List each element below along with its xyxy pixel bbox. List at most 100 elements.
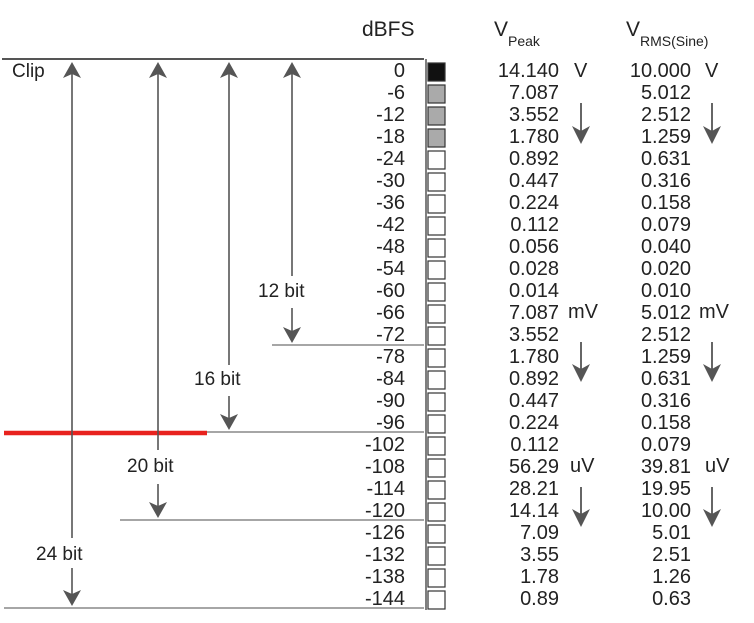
vpeak-value: 14.14 xyxy=(508,500,559,522)
meter-segment xyxy=(427,458,446,478)
dbfs-value: -138 xyxy=(364,566,405,588)
vrms-value: 0.158 xyxy=(640,192,691,214)
vrms-value: 0.010 xyxy=(640,280,691,302)
vrms-value: 19.95 xyxy=(640,478,691,500)
dbfs-value: -132 xyxy=(364,544,405,566)
vpeak-value: 0.892 xyxy=(508,368,559,390)
vpeak-value: 1.78 xyxy=(520,566,559,588)
vrms-value: 0.020 xyxy=(640,258,691,280)
peak-unit-microvolts: uV xyxy=(570,455,595,477)
meter-segment xyxy=(427,546,446,566)
table-row: -120 14.14 10.00 xyxy=(0,501,754,522)
meter-segment xyxy=(427,260,446,280)
20-bit-label: 20 bit xyxy=(127,456,174,477)
vrms-value: 0.079 xyxy=(640,434,691,456)
vrms-value: 5.01 xyxy=(652,522,691,544)
meter-segment xyxy=(427,480,446,500)
vrms-value: 0.079 xyxy=(640,214,691,236)
vpeak-value: 0.028 xyxy=(508,258,559,280)
vrms-value: 1.26 xyxy=(652,566,691,588)
meter-segment xyxy=(427,216,446,236)
meter-segment xyxy=(427,436,446,456)
meter-segment xyxy=(427,62,446,82)
12-bit-label: 12 bit xyxy=(258,281,305,302)
16-bit-label: 16 bit xyxy=(194,369,241,390)
meter-segment xyxy=(427,370,446,390)
vpeak-value: 3.552 xyxy=(508,104,559,126)
table-row: -42 0.112 0.079 xyxy=(0,215,754,236)
vpeak-header-sub: Peak xyxy=(508,33,540,49)
vrms-value: 0.316 xyxy=(640,390,691,412)
dbfs-value: -120 xyxy=(364,500,405,522)
meter-segment xyxy=(427,128,446,148)
meter-segment xyxy=(427,106,446,126)
table-row: -144 0.89 0.63 xyxy=(0,589,754,610)
table-row: -36 0.224 0.158 xyxy=(0,193,754,214)
24-bit-label: 24 bit xyxy=(36,544,83,565)
vpeak-header-main: V xyxy=(494,18,509,41)
vpeak-value: 1.780 xyxy=(508,126,559,148)
dbfs-value: -78 xyxy=(376,346,405,368)
table-row: -84 0.892 0.631 xyxy=(0,369,754,390)
table-row: -78 1.780 1.259 xyxy=(0,347,754,368)
dbfs-value: -84 xyxy=(376,368,405,390)
table-row: -114 28.21 19.95 xyxy=(0,479,754,500)
level-meter xyxy=(427,62,446,610)
vpeak-value: 0.224 xyxy=(508,192,559,214)
vpeak-header: VPeak xyxy=(494,18,540,48)
16-bit-range-arrow xyxy=(220,62,238,430)
vpeak-value: 0.112 xyxy=(510,214,559,236)
vpeak-value: 0.014 xyxy=(508,280,559,302)
table-row: -12 3.552 2.512 xyxy=(0,105,754,126)
vrms-value: 5.012 xyxy=(640,302,691,324)
table-row: -126 7.09 5.01 xyxy=(0,523,754,544)
vrms-value: 5.012 xyxy=(640,82,691,104)
vrms-value: 1.259 xyxy=(640,126,691,148)
vpeak-value: 7.087 xyxy=(508,82,559,104)
vrms-value: 2.512 xyxy=(640,324,691,346)
dbfs-header: dBFS xyxy=(362,18,415,41)
table-row: -72 3.552 2.512 xyxy=(0,325,754,346)
dbfs-value: -18 xyxy=(376,126,405,148)
table-row: -102 0.112 0.079 xyxy=(0,435,754,456)
meter-segment xyxy=(427,194,446,214)
table-row: -96 0.224 0.158 xyxy=(0,413,754,434)
vrms-value: 2.51 xyxy=(652,544,691,566)
vrms-value: 0.316 xyxy=(640,170,691,192)
meter-segment xyxy=(427,150,446,170)
meter-segment xyxy=(427,502,446,522)
vpeak-value: 7.09 xyxy=(520,522,559,544)
peak-unit-millivolts: mV xyxy=(568,301,598,323)
dbfs-value: -42 xyxy=(376,214,405,236)
vpeak-value: 0.112 xyxy=(510,434,559,456)
table-row: -60 0.014 0.010 xyxy=(0,281,754,302)
meter-segment xyxy=(427,326,446,346)
meter-segment xyxy=(427,414,446,434)
24-bit-range-arrow xyxy=(63,62,81,606)
table-row: -48 0.056 0.040 xyxy=(0,237,754,258)
table-row: -6 7.087 5.012 xyxy=(0,83,754,104)
table-row: -54 0.028 0.020 xyxy=(0,259,754,280)
meter-segment xyxy=(427,568,446,588)
table-row: -90 0.447 0.316 xyxy=(0,391,754,412)
vrms-header-sub: RMS(Sine) xyxy=(640,33,709,49)
table-row: -66 7.087 5.012 xyxy=(0,303,754,324)
table-row: -30 0.447 0.316 xyxy=(0,171,754,192)
rms-microvolts-down-arrow xyxy=(703,487,721,527)
rms-unit-volts: V xyxy=(705,60,719,82)
rms-unit-millivolts: mV xyxy=(699,301,729,323)
dbfs-value: -126 xyxy=(364,522,405,544)
vrms-value: 10.000 xyxy=(629,60,691,82)
dbfs-value: -60 xyxy=(376,280,405,302)
vpeak-value: 3.552 xyxy=(508,324,559,346)
vrms-value: 0.63 xyxy=(652,588,691,610)
vrms-value: 0.631 xyxy=(640,148,691,170)
dbfs-value: -30 xyxy=(376,170,405,192)
dbfs-value: -114 xyxy=(366,478,405,500)
peak-unit-volts: V xyxy=(574,60,588,82)
meter-segment xyxy=(427,304,446,324)
dbfs-value: -144 xyxy=(364,588,405,610)
dbfs-value: -24 xyxy=(376,148,405,170)
meter-segment xyxy=(427,348,446,368)
